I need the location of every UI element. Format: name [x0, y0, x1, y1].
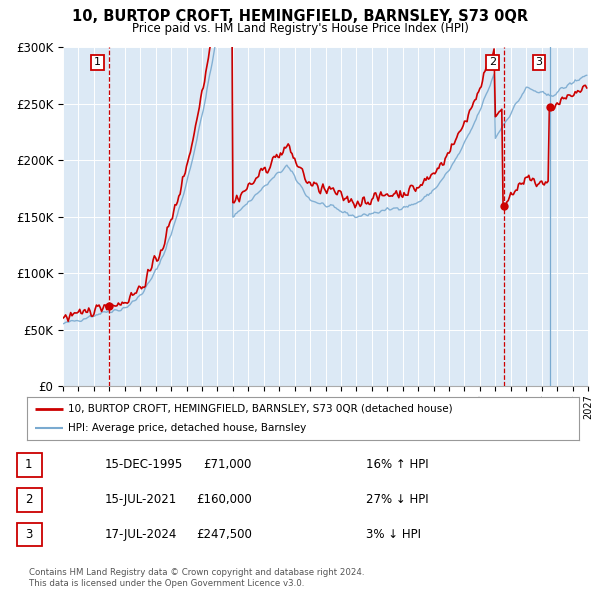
Text: 3: 3	[25, 528, 32, 541]
Text: 1: 1	[25, 458, 32, 471]
Text: HPI: Average price, detached house, Barnsley: HPI: Average price, detached house, Barn…	[68, 423, 307, 433]
Text: 2: 2	[25, 493, 32, 506]
Text: Price paid vs. HM Land Registry's House Price Index (HPI): Price paid vs. HM Land Registry's House …	[131, 22, 469, 35]
Text: 16% ↑ HPI: 16% ↑ HPI	[366, 458, 428, 471]
Text: 17-JUL-2024: 17-JUL-2024	[105, 528, 178, 541]
Text: £71,000: £71,000	[203, 458, 252, 471]
Text: £160,000: £160,000	[196, 493, 252, 506]
Text: Contains HM Land Registry data © Crown copyright and database right 2024.
This d: Contains HM Land Registry data © Crown c…	[29, 568, 364, 588]
Text: 10, BURTOP CROFT, HEMINGFIELD, BARNSLEY, S73 0QR: 10, BURTOP CROFT, HEMINGFIELD, BARNSLEY,…	[72, 9, 528, 24]
Text: £247,500: £247,500	[196, 528, 252, 541]
Text: 15-JUL-2021: 15-JUL-2021	[105, 493, 177, 506]
Text: 1: 1	[94, 57, 101, 67]
Text: 3% ↓ HPI: 3% ↓ HPI	[366, 528, 421, 541]
Text: 10, BURTOP CROFT, HEMINGFIELD, BARNSLEY, S73 0QR (detached house): 10, BURTOP CROFT, HEMINGFIELD, BARNSLEY,…	[68, 404, 453, 414]
Text: 15-DEC-1995: 15-DEC-1995	[105, 458, 183, 471]
Text: 2: 2	[489, 57, 496, 67]
Text: 3: 3	[535, 57, 542, 67]
Text: 27% ↓ HPI: 27% ↓ HPI	[366, 493, 428, 506]
